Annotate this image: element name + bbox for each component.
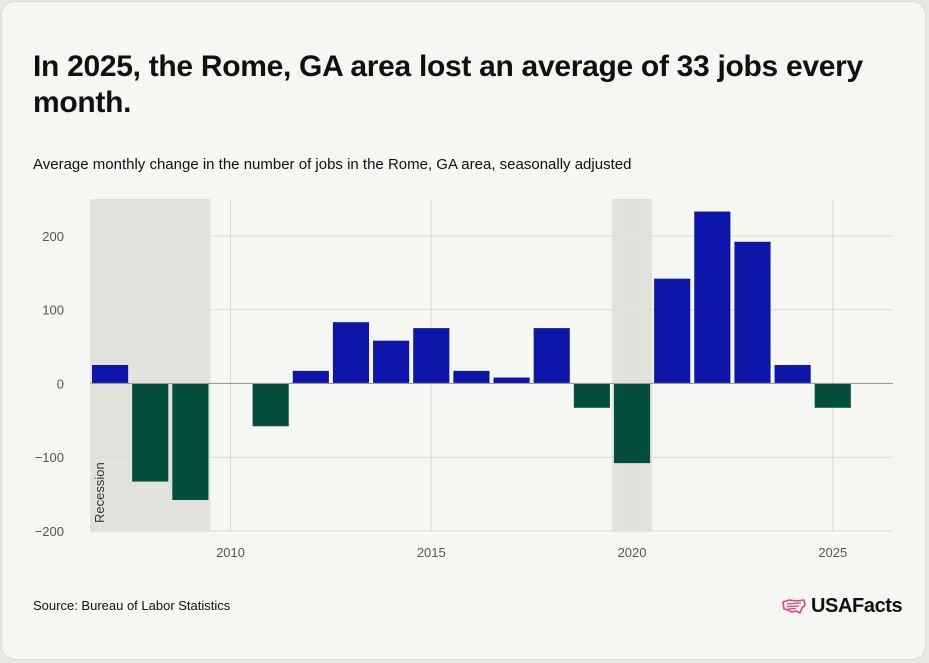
usafacts-logo[interactable]: USAFacts <box>781 595 903 618</box>
bar-2008 <box>132 383 169 482</box>
bar-2007 <box>92 365 129 384</box>
x-tick-label: 2010 <box>216 545 245 560</box>
y-tick-label: −100 <box>35 450 64 465</box>
chart-subtitle: Average monthly change in the number of … <box>33 156 632 173</box>
y-tick-label: 0 <box>57 376 64 391</box>
chart-title: In 2025, the Rome, GA area lost an avera… <box>33 50 863 119</box>
bar-2021 <box>654 278 691 384</box>
bar-2024 <box>774 365 811 384</box>
x-tick-label: 2025 <box>818 545 847 560</box>
bar-2025 <box>814 383 851 408</box>
bar-2013 <box>332 322 370 384</box>
bar-2011 <box>252 383 289 427</box>
recession-label: Recession <box>92 462 107 523</box>
x-tick-label: 2020 <box>618 545 647 560</box>
source-note: Source: Bureau of Labor Statistics <box>33 598 231 613</box>
bar-2015 <box>413 328 450 384</box>
bar-2017 <box>493 377 530 384</box>
bar-2016 <box>453 370 490 384</box>
y-tick-label: 200 <box>42 229 64 244</box>
x-tick-label: 2015 <box>417 545 446 560</box>
y-tick-label: −200 <box>35 524 64 539</box>
y-tick-label: 100 <box>42 303 64 318</box>
bar-2020 <box>613 383 651 464</box>
bar-2022 <box>694 211 731 384</box>
bar-2012 <box>292 370 329 384</box>
bar-2014 <box>373 340 410 384</box>
logo-text: USAFacts <box>811 595 903 617</box>
bar-2009 <box>172 383 209 501</box>
bar-2019 <box>573 383 610 408</box>
bar-2023 <box>734 241 771 384</box>
us-map-flag-icon <box>782 598 806 614</box>
bar-2018 <box>533 328 570 384</box>
